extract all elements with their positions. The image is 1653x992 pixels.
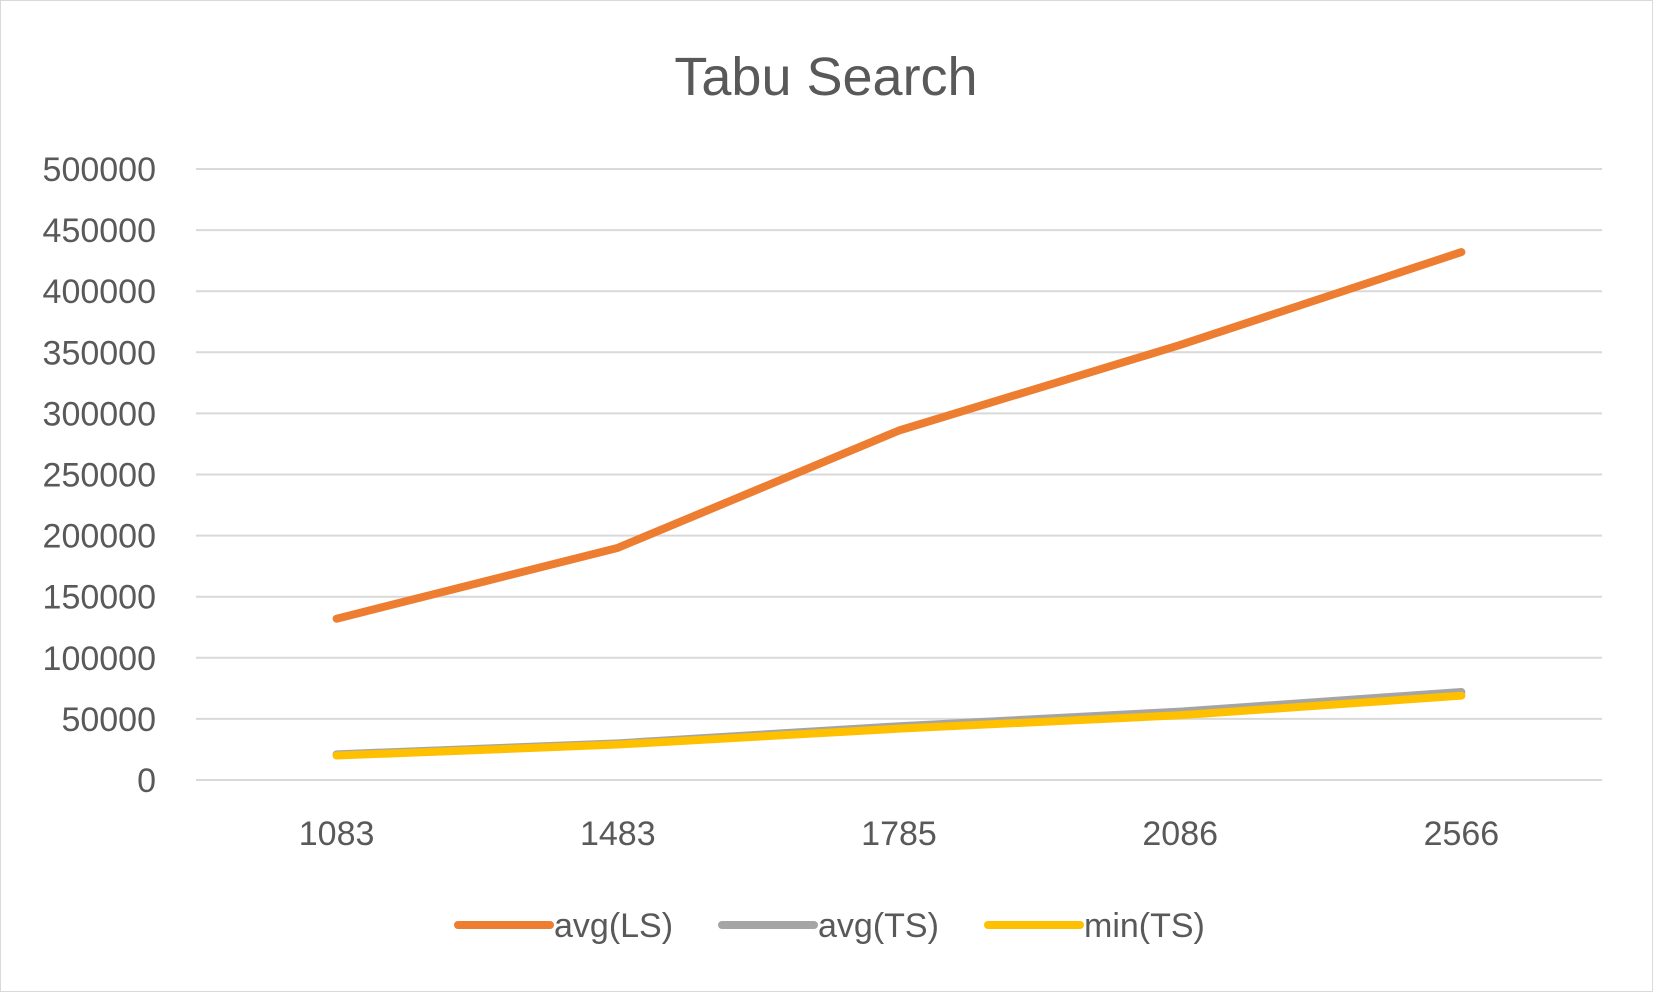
data-point [1179, 343, 1182, 346]
x-tick-label: 2086 [1142, 815, 1218, 853]
x-tick-label: 1785 [861, 815, 937, 853]
y-tick-label: 150000 [43, 579, 156, 617]
y-tick-label: 500000 [43, 151, 156, 189]
legend: avg(LS) avg(TS) min(TS) [454, 907, 1205, 945]
y-tick-label: 400000 [43, 273, 156, 311]
x-tick-label: 1083 [299, 815, 375, 853]
y-tick-label: 100000 [43, 640, 156, 678]
data-point [335, 754, 338, 757]
legend-label: min(TS) [1084, 907, 1205, 945]
series-line-avg-ls [332, 248, 1466, 623]
legend-label: avg(LS) [554, 907, 673, 945]
x-axis-ticks: 1083 1483 1785 2086 2566 [299, 815, 1499, 853]
y-tick-label: 0 [137, 762, 156, 800]
chart-title: Tabu Search [674, 47, 977, 107]
y-tick-label: 50000 [61, 701, 156, 739]
data-point [1460, 694, 1463, 697]
series-line-min-ts [332, 691, 1466, 760]
y-tick-label: 300000 [43, 395, 156, 433]
y-tick-label: 250000 [43, 457, 156, 495]
y-axis-ticks: 0 50000 100000 150000 200000 250000 300000 3500… [43, 151, 156, 800]
series-lines [332, 248, 1466, 760]
x-tick-label: 1483 [580, 815, 656, 853]
data-point [616, 743, 619, 746]
data-point [335, 617, 338, 620]
data-point [1179, 714, 1182, 717]
gridlines [196, 168, 1602, 781]
y-tick-label: 200000 [43, 518, 156, 556]
y-tick-label: 450000 [43, 212, 156, 250]
data-point [898, 727, 900, 730]
legend-label: avg(TS) [818, 907, 939, 945]
x-tick-label: 2566 [1424, 815, 1500, 853]
y-tick-label: 350000 [43, 334, 156, 372]
data-point [616, 546, 619, 549]
data-point [1460, 251, 1463, 254]
data-point [898, 429, 900, 432]
